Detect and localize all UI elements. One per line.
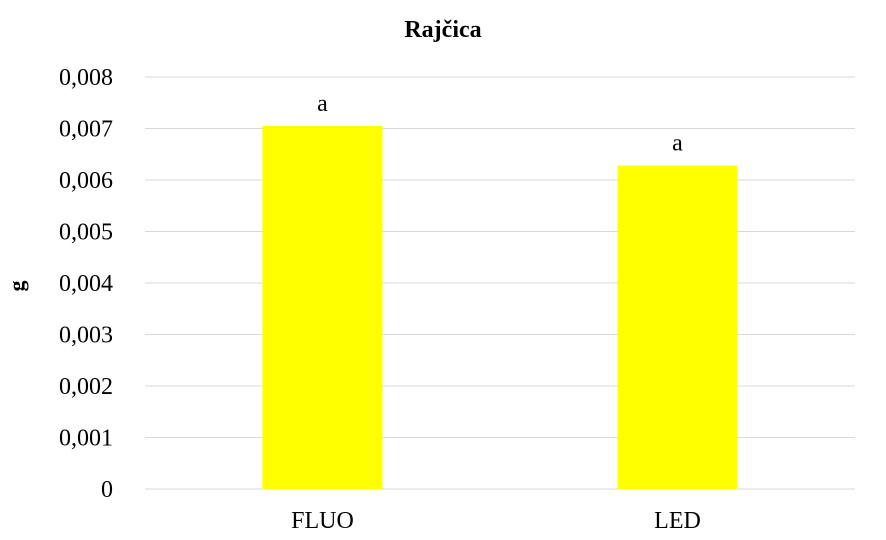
x-tick-label: FLUO (291, 508, 354, 534)
x-tick-label: LED (654, 508, 701, 534)
x-axis-categories: FLUO LED (291, 508, 701, 534)
bar-led (617, 165, 738, 489)
gridlines (145, 76, 855, 490)
y-tick-label: 0,006 (59, 168, 113, 194)
data-labels: aa (317, 91, 683, 157)
y-tick-label: 0,002 (59, 374, 113, 400)
y-axis-ticks: 0 0,001 0,002 0,003 0,004 0,005 0,006 0,007 0,00… (59, 65, 113, 503)
chart-title: Rajčica (404, 17, 481, 43)
y-tick-label: 0,007 (59, 117, 113, 143)
bars (262, 125, 738, 490)
bar-fluo (262, 125, 383, 490)
y-tick-label: 0,001 (59, 426, 113, 452)
y-tick-label: 0,004 (59, 271, 113, 297)
data-label: a (672, 131, 683, 157)
y-tick-label: 0,008 (59, 65, 113, 91)
data-label: a (317, 91, 328, 117)
y-axis-label: g (4, 281, 29, 292)
y-tick-label: 0,005 (59, 220, 113, 246)
y-tick-label: 0,003 (59, 323, 113, 349)
y-tick-label: 0 (101, 477, 113, 503)
